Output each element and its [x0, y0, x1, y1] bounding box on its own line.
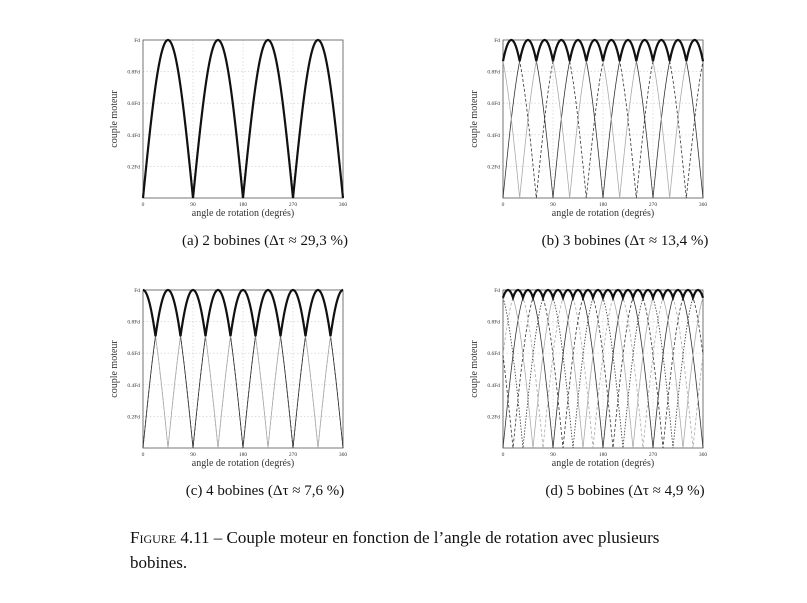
- y-tick-label: Fd: [494, 288, 500, 294]
- envelope-curve: [142, 288, 344, 337]
- subplot-caption-b: (b) 3 bobines (Δτ ≈ 13,4 %): [541, 233, 709, 249]
- y-tick-label: 0.6Fd: [487, 101, 500, 107]
- x-tick-label: 270: [649, 452, 658, 458]
- subplot-a: 0 90 180 270 360 0.2Fd 0.4Fd 0.6Fd 0.8Fd Fd angle …: [95, 25, 435, 270]
- x-axis-label: angle de rotation (degrés): [192, 208, 294, 219]
- grid: [502, 289, 704, 448]
- grid: [142, 39, 344, 198]
- x-tick-label: 180: [239, 452, 248, 458]
- envelope-curve: [141, 38, 345, 199]
- y-axis-label: couple moteur: [109, 90, 120, 148]
- x-tick-label: 270: [289, 202, 298, 208]
- y-axis-label: couple moteur: [469, 90, 480, 148]
- x-tick-label: 270: [289, 452, 298, 458]
- x-tick-label: 90: [190, 202, 196, 208]
- y-tick-label: 0.4Fd: [487, 383, 500, 389]
- x-tick-label: 360: [699, 202, 708, 208]
- grid: [142, 289, 344, 448]
- subplot-caption-c: (c) 4 bobines (Δτ ≈ 7,6 %): [185, 483, 345, 499]
- x-axis-label: angle de rotation (degrés): [552, 208, 654, 219]
- y-tick-label: 0.8Fd: [127, 320, 140, 326]
- x-tick-label: 180: [599, 202, 608, 208]
- x-tick-label: 90: [550, 202, 556, 208]
- x-tick-label: 180: [239, 202, 248, 208]
- y-tick-label: 0.2Fd: [487, 414, 500, 420]
- chart-a-svg: 0 90 180 270 360 0.2Fd 0.4Fd 0.6Fd 0.8Fd Fd angle …: [109, 38, 348, 219]
- chart-c-svg: 0 90 180 270 360 0.2Fd 0.4Fd 0.6Fd 0.8Fd Fd angle …: [109, 288, 348, 469]
- y-tick-label: 0.8Fd: [487, 320, 500, 326]
- y-axis-label: couple moteur: [469, 340, 480, 398]
- coil-curve-1: [502, 289, 704, 449]
- y-tick-label: 0.2Fd: [127, 414, 140, 420]
- figure-caption-label: Figure 4.11: [130, 528, 210, 547]
- y-tick-label: Fd: [494, 38, 500, 44]
- x-tick-label: 0: [502, 202, 505, 208]
- y-tick-label: 0.4Fd: [127, 133, 140, 139]
- x-tick-label: 0: [502, 452, 505, 458]
- subplot-b: 0 90 180 270 360 0.2Fd 0.4Fd 0.6Fd 0.8Fd Fd angle …: [455, 25, 795, 270]
- y-tick-label: Fd: [134, 288, 140, 294]
- x-tick-label: 360: [699, 452, 708, 458]
- y-tick-label: 0.4Fd: [487, 133, 500, 139]
- x-tick-label: 270: [649, 202, 658, 208]
- grid: [502, 39, 704, 198]
- x-axis-label: angle de rotation (degrés): [192, 458, 294, 469]
- figure-caption: Figure 4.11 – Couple moteur en fonction …: [130, 525, 690, 575]
- x-tick-label: 180: [599, 452, 608, 458]
- y-tick-label: 0.2Fd: [127, 164, 140, 170]
- x-tick-label: 0: [142, 452, 145, 458]
- subplot-c: 0 90 180 270 360 0.2Fd 0.4Fd 0.6Fd 0.8Fd Fd angle …: [95, 275, 435, 520]
- x-tick-label: 90: [550, 452, 556, 458]
- y-tick-label: 0.8Fd: [127, 70, 140, 76]
- x-tick-label: 90: [190, 452, 196, 458]
- envelope-curve: [501, 38, 705, 62]
- y-tick-label: 0.6Fd: [487, 351, 500, 357]
- y-tick-label: 0.6Fd: [127, 351, 140, 357]
- chart-d-svg: 0 90 180 270 360 0.2Fd 0.4Fd 0.6Fd 0.8Fd Fd angle …: [469, 288, 708, 469]
- x-axis-label: angle de rotation (degrés): [552, 458, 654, 469]
- subplot-caption-a: (a) 2 bobines (Δτ ≈ 29,3 %): [182, 233, 348, 249]
- y-axis-label: couple moteur: [109, 340, 120, 398]
- x-tick-label: 0: [142, 202, 145, 208]
- subplot-caption-d: (d) 5 bobines (Δτ ≈ 4,9 %): [545, 483, 705, 499]
- y-tick-label: 0.2Fd: [487, 164, 500, 170]
- chart-b-svg: 0 90 180 270 360 0.2Fd 0.4Fd 0.6Fd 0.8Fd Fd angle …: [469, 38, 708, 219]
- y-tick-label: Fd: [134, 38, 140, 44]
- y-tick-label: 0.8Fd: [487, 70, 500, 76]
- y-tick-label: 0.6Fd: [127, 101, 140, 107]
- subplot-d: 0 90 180 270 360 0.2Fd 0.4Fd 0.6Fd 0.8Fd Fd angle …: [455, 275, 795, 520]
- figure-caption-text: – Couple moteur en fonction de l’angle d…: [130, 528, 660, 572]
- x-tick-label: 360: [339, 452, 348, 458]
- envelope-curve: [501, 288, 705, 302]
- x-tick-label: 360: [339, 202, 348, 208]
- y-tick-label: 0.4Fd: [127, 383, 140, 389]
